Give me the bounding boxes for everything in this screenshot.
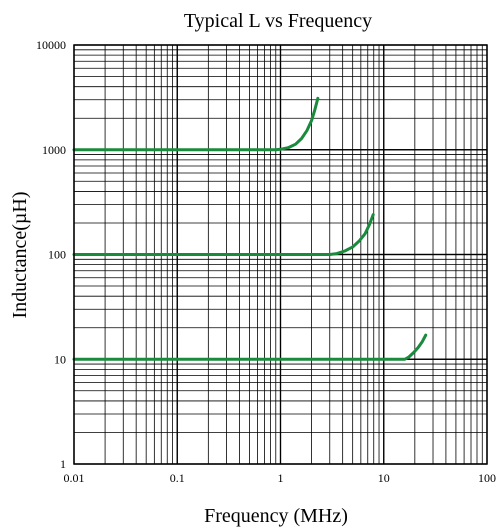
series-line-3 <box>72 333 428 361</box>
x-tick-label: 100 <box>478 471 496 485</box>
series-line-1 <box>72 96 320 152</box>
x-tick-label: 1 <box>278 471 284 485</box>
y-axis-label: Inductance(µH) <box>9 191 31 318</box>
series-line-2 <box>72 213 375 256</box>
y-tick-label: 100 <box>48 248 66 262</box>
x-axis-label: Frequency (MHz) <box>204 505 348 527</box>
data-lines <box>72 96 428 361</box>
y-tick-label: 1000 <box>42 143 66 157</box>
plot-frame <box>73 44 488 465</box>
tick-labels: 0.01 0.1 1 10 100 1 10 100 1000 10000 <box>36 38 496 485</box>
x-tick-label: 0.1 <box>170 471 185 485</box>
y-tick-label: 1 <box>60 457 66 471</box>
y-tick-label: 10 <box>54 352 66 366</box>
x-tick-label: 10 <box>378 471 390 485</box>
chart-title: Typical L vs Frequency <box>184 10 372 32</box>
y-tick-label: 10000 <box>36 38 66 52</box>
x-tick-label: 0.01 <box>64 471 85 485</box>
